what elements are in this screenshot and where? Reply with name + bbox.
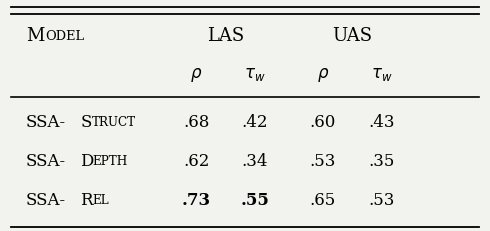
- Text: .53: .53: [310, 153, 336, 170]
- Text: UAS: UAS: [332, 27, 372, 44]
- Text: .55: .55: [240, 191, 269, 208]
- Text: LAS: LAS: [207, 27, 244, 44]
- Text: EL: EL: [92, 194, 109, 207]
- Text: .43: .43: [368, 114, 394, 131]
- Text: $\tau_w$: $\tau_w$: [244, 66, 266, 83]
- Text: SSA-: SSA-: [26, 153, 66, 170]
- Text: $\tau_w$: $\tau_w$: [370, 66, 392, 83]
- Text: .65: .65: [310, 191, 336, 208]
- Text: $\rho$: $\rho$: [190, 65, 202, 83]
- Text: .53: .53: [368, 191, 394, 208]
- Text: R: R: [80, 191, 93, 208]
- Text: S: S: [80, 114, 92, 131]
- Text: .73: .73: [182, 191, 211, 208]
- Text: SSA-: SSA-: [26, 191, 66, 208]
- Text: .62: .62: [183, 153, 209, 170]
- Text: .68: .68: [183, 114, 209, 131]
- Text: EPTH: EPTH: [92, 155, 127, 168]
- Text: D: D: [80, 153, 94, 170]
- Text: ODEL: ODEL: [45, 30, 84, 43]
- Text: SSA-: SSA-: [26, 114, 66, 131]
- Text: M: M: [26, 27, 44, 44]
- Text: TRUCT: TRUCT: [92, 116, 136, 129]
- Text: .60: .60: [310, 114, 336, 131]
- Text: .42: .42: [242, 114, 268, 131]
- Text: .34: .34: [242, 153, 268, 170]
- Text: .35: .35: [368, 153, 394, 170]
- Text: $\rho$: $\rho$: [317, 65, 329, 83]
